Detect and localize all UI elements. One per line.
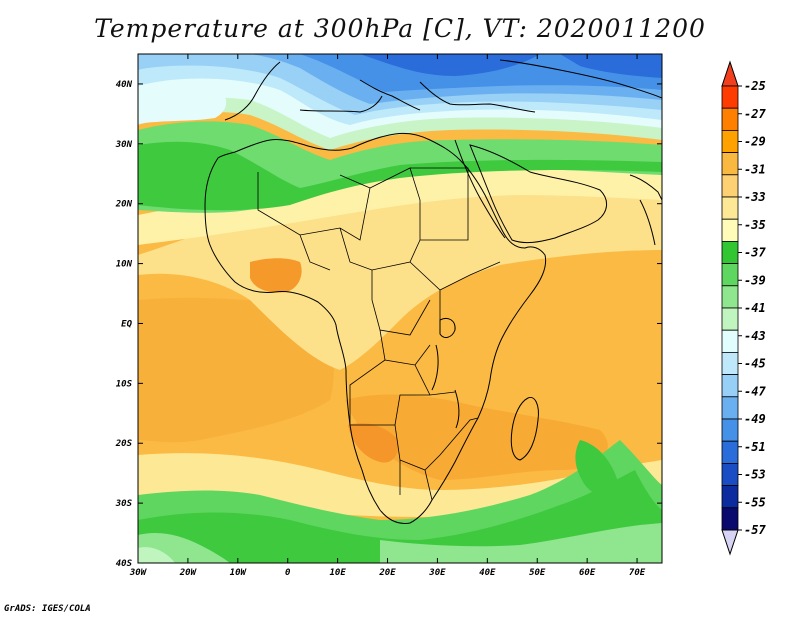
colorbar-segment <box>721 129 739 153</box>
colorbar-segment <box>721 418 739 442</box>
europe-coastline <box>224 59 662 121</box>
colorbar-label: -33 <box>744 190 766 204</box>
colorbar-label: -57 <box>744 523 766 537</box>
lat-label: 20N <box>115 200 133 210</box>
colorbar-label: -43 <box>744 329 766 343</box>
colorbar-label: -35 <box>744 218 766 232</box>
colorbar-label: -45 <box>744 357 766 371</box>
border-lines <box>257 167 501 501</box>
colorbar-top-triangle <box>721 60 739 87</box>
coastlines <box>204 59 662 524</box>
colorbar-label: -27 <box>744 107 766 121</box>
lon-label: 20W <box>179 568 198 578</box>
lon-label: 70E <box>629 568 646 578</box>
lon-label: 10E <box>329 568 346 578</box>
temperature-field <box>138 54 662 563</box>
field-green-band-south-dark <box>138 470 662 563</box>
colorbar-segment <box>721 85 739 109</box>
colorbar-segment <box>721 307 739 331</box>
field-cyan-west <box>138 81 227 124</box>
field-blue-north-6 <box>560 54 662 78</box>
latitude-axis: 40N 30N 20N 10N EQ 10S 20S 30S 40S <box>115 80 662 569</box>
lat-label: 30S <box>115 499 133 509</box>
grads-credit: GrADS: IGES/COLA <box>4 604 91 614</box>
colorbar-label: -49 <box>744 412 766 426</box>
colorbar-segment <box>721 351 739 375</box>
colorbar-segment <box>721 485 739 509</box>
longitude-axis: 30W 20W 10W 0 10E 20E 30E 40E 50E 60E 70E <box>129 54 646 578</box>
country-borders <box>257 167 501 501</box>
africa-coastline <box>204 132 547 524</box>
colorbar-segment <box>721 329 739 353</box>
lat-label: 20S <box>115 439 133 449</box>
colorbar-bottom-triangle <box>721 529 739 556</box>
field-pale-green-sw <box>138 547 175 563</box>
field-namibia-spot <box>348 423 399 463</box>
lake-malawi <box>454 389 460 429</box>
colorbar-segment <box>721 174 739 198</box>
colorbar-label: -51 <box>744 440 766 454</box>
colorbar-segment <box>721 462 739 486</box>
colorbar-label: -47 <box>744 384 766 398</box>
colorbar-segment <box>721 507 739 531</box>
lat-label: 30N <box>115 140 133 150</box>
colorbar-segment <box>721 196 739 220</box>
field-orange-patch-south <box>345 394 608 480</box>
lat-label: 40N <box>116 80 133 90</box>
colorbar-label: -41 <box>744 301 766 315</box>
lat-label: 40S <box>116 559 133 569</box>
lon-label: 10W <box>230 568 248 578</box>
colorbar-label: -53 <box>744 468 766 482</box>
lon-label: 30W <box>129 568 148 578</box>
colorbar-segment <box>721 374 739 398</box>
colorbar-segment <box>721 152 739 176</box>
field-light-green-s <box>380 523 662 563</box>
lon-label: 50E <box>529 568 546 578</box>
field-green-band-north-dark <box>138 141 662 211</box>
colorbar-segment <box>721 107 739 131</box>
lat-label: 10S <box>116 379 133 389</box>
colorbar-label: -31 <box>744 162 766 176</box>
colorbar-segment <box>721 285 739 309</box>
colorbar: -25 -27 -29 -31 -33 -35 -37 -39 -41 -43 -45 -47 -49 -… <box>721 60 766 556</box>
lon-label: 40E <box>479 568 496 578</box>
field-green-spot-east <box>575 440 620 497</box>
lon-label: 30E <box>428 568 446 578</box>
lake-tanganyika <box>431 344 439 391</box>
field-blue-north-5 <box>360 54 540 76</box>
lon-label: 0 <box>285 568 291 578</box>
plot-frame <box>137 53 663 564</box>
colorbar-segment <box>721 263 739 287</box>
colorbar-segment <box>721 396 739 420</box>
lat-label: 10N <box>116 260 133 270</box>
lon-label: 20E <box>378 568 396 578</box>
colorbar-label: -29 <box>744 135 766 149</box>
colorbar-label: -39 <box>744 273 766 287</box>
colorbar-segment <box>721 240 739 264</box>
field-pale-band <box>138 159 662 245</box>
colorbar-segment <box>721 218 739 242</box>
red-sea-coastline <box>454 139 506 239</box>
lon-label: 60E <box>579 568 596 578</box>
lake-victoria <box>439 317 456 338</box>
field-orange-patch-west <box>138 297 334 443</box>
colorbar-label: -55 <box>744 495 766 509</box>
map-title: Temperature at 300hPa [C], VT: 202001120… <box>94 14 706 43</box>
madagascar-coastline <box>510 396 539 461</box>
lat-label: EQ <box>121 319 132 329</box>
field-west-africa-spot <box>250 258 302 293</box>
colorbar-label: -37 <box>744 246 766 260</box>
arabia-coastline <box>469 144 607 244</box>
colorbar-segment <box>721 440 739 464</box>
colorbar-label: -25 <box>744 79 766 93</box>
india-coastline <box>629 174 662 246</box>
